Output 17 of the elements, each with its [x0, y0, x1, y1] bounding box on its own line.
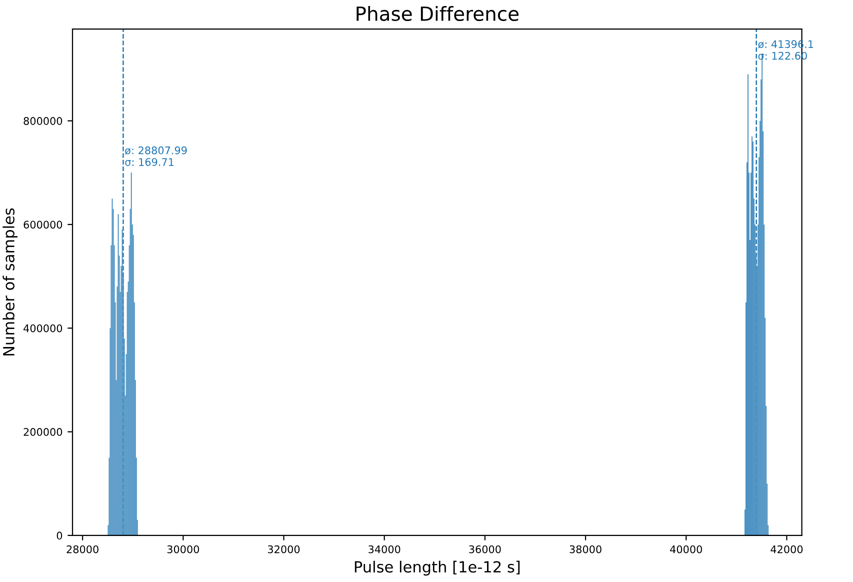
- x-tick-label: 40000: [670, 545, 702, 554]
- x-tick-label: 42000: [770, 545, 803, 554]
- y-axis-title: Number of samples: [2, 208, 18, 356]
- annotation: ø: 28807.99 σ: 169.71: [124, 146, 187, 166]
- x-tick-label: 28000: [66, 545, 98, 554]
- y-tick-label: 400000: [24, 324, 62, 332]
- x-tick-label: 32000: [268, 545, 300, 554]
- y-tick-label: 200000: [24, 428, 62, 436]
- y-tick-label: 600000: [24, 220, 62, 229]
- x-tick-label: 38000: [570, 545, 602, 554]
- x-tick-label: 30000: [167, 545, 200, 554]
- x-axis-title: Pulse length [1e-12 s]: [354, 560, 520, 576]
- x-tick-label: 36000: [469, 545, 501, 554]
- y-tick-label: 0: [56, 532, 62, 540]
- chart-title: Phase Difference: [356, 6, 519, 22]
- x-tick-label: 34000: [368, 545, 400, 554]
- y-tick-label: 800000: [24, 117, 62, 125]
